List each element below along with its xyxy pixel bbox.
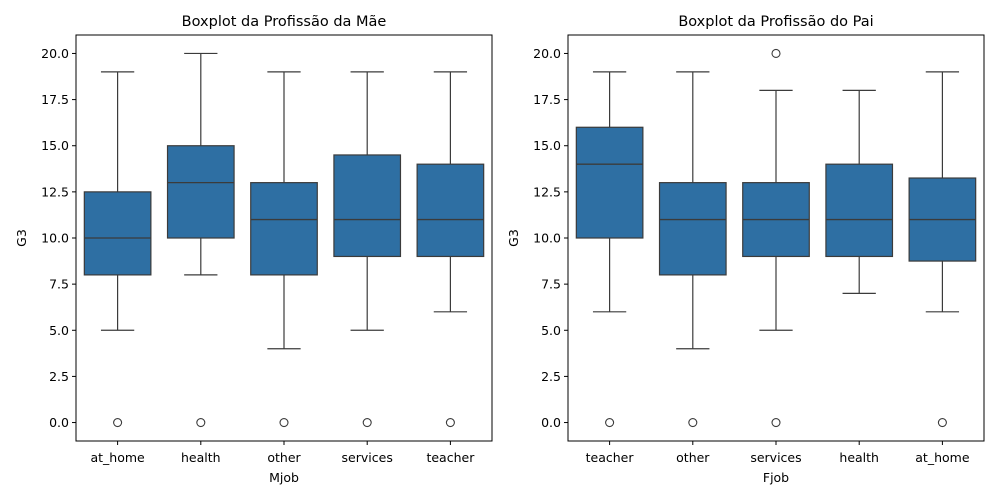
iqr-box <box>333 154 402 258</box>
y-tick-label: 15.0 <box>533 138 561 153</box>
outlier-point <box>196 417 206 428</box>
y-tick-label: 7.5 <box>49 277 69 292</box>
x-axis-label: Mjob <box>269 470 299 485</box>
x-tick-label: other <box>267 450 301 465</box>
y-tick-label: 12.5 <box>533 184 561 199</box>
y-tick-label: 0.0 <box>541 415 561 430</box>
x-tick-label: services <box>342 450 393 465</box>
box-services <box>333 71 402 428</box>
y-axis-label: G3 <box>14 229 29 247</box>
axes-frame <box>75 34 493 442</box>
y-tick-label: 2.5 <box>49 369 69 384</box>
y-tick-label: 15.0 <box>41 138 69 153</box>
x-tick-label: teacher <box>586 450 635 465</box>
mjob-boxplot-panel: Boxplot da Profissão da Mãe Mjob G3 at_h… <box>14 14 493 485</box>
iqr-box <box>575 126 644 239</box>
outlier-point <box>362 417 372 428</box>
x-tick-label: other <box>676 450 710 465</box>
x-axis-label: Fjob <box>763 470 789 485</box>
y-tick-label: 17.5 <box>41 92 69 107</box>
y-tick-label: 0.0 <box>49 415 69 430</box>
y-tick-label: 20.0 <box>533 46 561 61</box>
outlier-point <box>445 417 455 428</box>
box-health <box>825 89 894 294</box>
chart-title: Boxplot da Profissão do Pai <box>678 14 873 30</box>
x-tick-label: health <box>181 450 221 465</box>
x-tick-label: teacher <box>426 450 475 465</box>
plot-area: teacher other services health at_home 0.0 2.5 5… <box>533 34 985 465</box>
y-tick-label: 5.0 <box>541 323 561 338</box>
outlier-point <box>605 417 615 428</box>
y-tick-label: 10.0 <box>533 231 561 246</box>
iqr-box <box>83 191 152 276</box>
y-axis-label: G3 <box>506 229 521 247</box>
outlier-point <box>771 48 781 59</box>
box-other <box>250 71 318 428</box>
box-teacher <box>416 71 485 428</box>
iqr-box <box>658 182 727 276</box>
plot-area: at_home health other services teacher 0.0 2.5 5… <box>41 34 493 465</box>
x-tick-label: at_home <box>915 450 970 465</box>
y-tick-label: 7.5 <box>541 277 561 292</box>
y-tick-label: 5.0 <box>49 323 69 338</box>
box-at_home <box>908 71 977 428</box>
iqr-box <box>250 182 318 276</box>
fjob-boxplot-panel: Boxplot da Profissão do Pai Fjob G3 teac… <box>506 14 985 485</box>
outlier-point <box>113 417 123 428</box>
x-tick-label: health <box>839 450 879 465</box>
iqr-box <box>416 163 485 258</box>
x-tick-label: services <box>750 450 801 465</box>
box-other <box>658 71 727 428</box>
y-tick-label: 12.5 <box>41 184 69 199</box>
y-tick-label: 20.0 <box>41 46 69 61</box>
iqr-box <box>166 145 235 239</box>
axes-frame <box>567 34 985 442</box>
x-tick-label: at_home <box>90 450 145 465</box>
box-services <box>742 48 810 428</box>
y-tick-label: 2.5 <box>541 369 561 384</box>
outlier-point <box>937 417 947 428</box>
y-tick-label: 17.5 <box>533 92 561 107</box>
y-tick-label: 10.0 <box>41 231 69 246</box>
chart-title: Boxplot da Profissão da Mãe <box>182 14 387 30</box>
box-teacher <box>575 71 644 428</box>
box-health <box>166 52 235 428</box>
outlier-point <box>688 417 698 428</box>
outlier-point <box>771 417 781 428</box>
outlier-point <box>279 417 289 428</box>
iqr-box <box>825 163 894 258</box>
box-at_home <box>83 71 152 428</box>
